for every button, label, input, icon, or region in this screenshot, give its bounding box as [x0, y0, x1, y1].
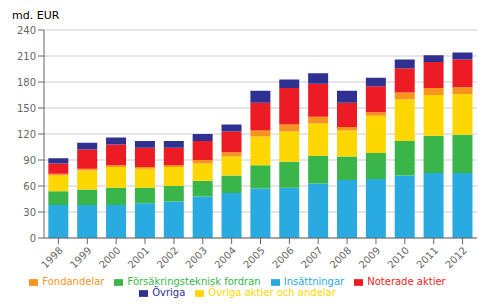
svg-text:2012: 2012 — [443, 245, 469, 271]
html-text:Noterade aktier: Noterade aktier — [367, 276, 446, 287]
svg-text:240: 240 — [17, 25, 36, 36]
svg-text:2008: 2008 — [328, 245, 354, 271]
svg-text:30: 30 — [23, 207, 36, 218]
svg-text:1999: 1999 — [68, 245, 94, 271]
svg-text:180: 180 — [17, 77, 36, 88]
svg-text:2009: 2009 — [357, 245, 383, 271]
html-text:Övriga: Övriga — [152, 287, 186, 298]
svg-text:150: 150 — [17, 103, 36, 114]
svg-text:1998: 1998 — [39, 245, 65, 271]
svg-text:2000: 2000 — [97, 245, 123, 271]
svg-text:2011: 2011 — [414, 245, 440, 271]
svg-text:2010: 2010 — [385, 245, 411, 271]
html-text:Försäkringsteknisk fordran: Försäkringsteknisk fordran — [127, 276, 261, 287]
svg-text:2001: 2001 — [126, 245, 152, 271]
html-text:Insättningar: Insättningar — [283, 276, 345, 287]
svg-text:2007: 2007 — [299, 245, 325, 271]
svg-text:2006: 2006 — [270, 245, 296, 271]
svg-text:120: 120 — [17, 129, 36, 140]
html-text:Fondandelar: Fondandelar — [42, 276, 105, 287]
svg-text:60: 60 — [23, 181, 36, 192]
svg-text:2005: 2005 — [241, 245, 267, 271]
svg-text:0: 0 — [30, 233, 36, 244]
html-text:Övriga aktier och andelar: Övriga aktier och andelar — [208, 287, 336, 298]
html-text:md. EUR: md. EUR — [12, 9, 60, 22]
svg-text:2004: 2004 — [212, 245, 238, 271]
svg-text:90: 90 — [23, 155, 36, 166]
svg-text:210: 210 — [17, 51, 36, 62]
svg-text:2002: 2002 — [155, 245, 181, 271]
svg-text:2003: 2003 — [183, 245, 209, 271]
